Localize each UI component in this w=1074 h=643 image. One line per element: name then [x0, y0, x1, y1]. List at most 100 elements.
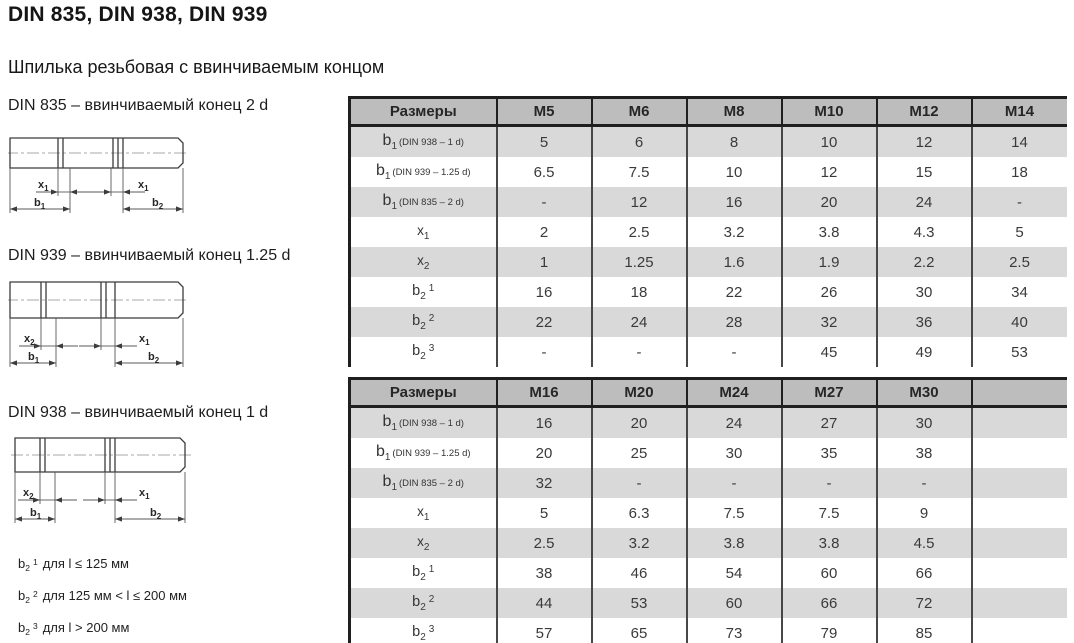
table-cell: -: [970, 187, 1067, 217]
table-cell: 73: [685, 618, 782, 643]
table-cell: 18: [970, 157, 1067, 187]
dim-label-b1: b1: [34, 197, 46, 211]
table-cell: 44: [495, 588, 592, 618]
column-header: M8: [685, 96, 782, 127]
page-subtitle: Шпилька резьбовая с ввинчиваемым концом: [8, 57, 385, 77]
table-cell: [970, 588, 1067, 618]
table-cell: 65: [590, 618, 687, 643]
table-cell: 4.5: [875, 528, 972, 558]
table-row: b23 57 65 73 79 85: [348, 618, 1067, 643]
table-cell: 32: [495, 468, 592, 498]
footnote-b2-1: b21 для l ≤ 125 мм: [18, 556, 129, 573]
table-cell: 3.2: [685, 217, 782, 247]
table-row: b21 16 18 22 26 30 34: [348, 277, 1067, 307]
dimension-lines: [9, 168, 184, 213]
table-cell: 53: [590, 588, 687, 618]
table-cell: 18: [590, 277, 687, 307]
column-header: M10: [780, 96, 877, 127]
table-cell: 28: [685, 307, 782, 337]
dimensions-table-m5-m14: Размеры M5 M6 M8 M10 M12 M14 b1 (DIN 938 …: [348, 96, 1067, 367]
table-cell: 10: [685, 157, 782, 187]
table-row: b1 (DIN 939 – 1.25 d) 6.5 7.5 10 12 15 18: [348, 157, 1067, 187]
table-cell: [970, 468, 1067, 498]
table-cell: 6: [590, 125, 687, 157]
table-cell: 85: [875, 618, 972, 643]
din835-drawing: x1 x1 b1 b2: [8, 137, 189, 213]
table-cell: 20: [590, 406, 687, 438]
table-cell: 16: [495, 277, 592, 307]
table-cell: -: [875, 468, 972, 498]
column-header: M6: [590, 96, 687, 127]
dim-label-b1: b1: [28, 351, 40, 365]
table-row: b1 (DIN 835 – 2 d) - 12 16 20 24 -: [348, 187, 1067, 217]
table-cell: 46: [590, 558, 687, 588]
table-row: x2 2.5 3.2 3.8 3.8 4.5: [348, 528, 1067, 558]
table-cell: 30: [875, 406, 972, 438]
table-row: b1 (DIN 939 – 1.25 d) 20 25 30 35 38: [348, 438, 1067, 468]
table-cell: 26: [780, 277, 877, 307]
table-cell: [970, 618, 1067, 643]
table-cell: 1.25: [590, 247, 687, 277]
table-cell: 54: [685, 558, 782, 588]
dim-label-b1: b1: [30, 507, 42, 521]
dim-label-x1: x1: [139, 487, 150, 501]
dim-label-x1: x1: [139, 333, 150, 347]
table-cell: 24: [875, 187, 972, 217]
table-row: b21 38 46 54 60 66: [348, 558, 1067, 588]
column-header: Размеры: [348, 96, 497, 127]
row-label: x2: [348, 528, 497, 558]
dimension-lines: [9, 318, 184, 367]
table-cell: 25: [590, 438, 687, 468]
row-label: b23: [348, 337, 497, 367]
table-cell: 49: [875, 337, 972, 367]
table-cell: 2: [495, 217, 592, 247]
table-cell: [970, 406, 1067, 438]
table-cell: 40: [970, 307, 1067, 337]
table-cell: 30: [875, 277, 972, 307]
din939-drawing: x2 x1 b1 b2: [8, 281, 189, 367]
header-row: Размеры M5 M6 M8 M10 M12 M14: [348, 96, 1067, 127]
table-row: x1 2 2.5 3.2 3.8 4.3 5: [348, 217, 1067, 247]
dim-label-b2: b2: [150, 507, 162, 521]
table-cell: 16: [495, 406, 592, 438]
row-label: b23: [348, 618, 497, 643]
table-cell: 7.5: [780, 498, 877, 528]
table-cell: 7.5: [685, 498, 782, 528]
table-cell: 9: [875, 498, 972, 528]
table-cell: 60: [685, 588, 782, 618]
column-header: [970, 377, 1067, 408]
table-cell: 20: [780, 187, 877, 217]
table-cell: 14: [970, 125, 1067, 157]
stud-body: [8, 137, 189, 169]
table-cell: 38: [495, 558, 592, 588]
table-cell: 27: [780, 406, 877, 438]
column-header: M16: [495, 377, 592, 408]
table-cell: 22: [495, 307, 592, 337]
din835-caption: DIN 835 – ввинчиваемый конец 2 d: [8, 97, 269, 114]
table-cell: 3.2: [590, 528, 687, 558]
table-row: b1 (DIN 938 – 1 d) 5 6 8 10 12 14: [348, 125, 1067, 157]
table-cell: 60: [780, 558, 877, 588]
table-row: b1 (DIN 835 – 2 d) 32 - - - -: [348, 468, 1067, 498]
din938-caption: DIN 938 – ввинчиваемый конец 1 d: [8, 404, 269, 421]
table-cell: 35: [780, 438, 877, 468]
table-cell: 2.5: [590, 217, 687, 247]
column-header: M27: [780, 377, 877, 408]
table-cell: 45: [780, 337, 877, 367]
table-cell: -: [590, 468, 687, 498]
table-cell: 24: [685, 406, 782, 438]
table-cell: 3.8: [685, 528, 782, 558]
table-cell: [970, 558, 1067, 588]
table-cell: 66: [875, 558, 972, 588]
table-cell: 1.6: [685, 247, 782, 277]
row-label: b1 (DIN 938 – 1 d): [348, 406, 497, 438]
stud-body: [8, 281, 189, 319]
table-cell: 6.5: [495, 157, 592, 187]
table-cell: 24: [590, 307, 687, 337]
table-cell: 3.8: [780, 217, 877, 247]
table-cell: 1: [495, 247, 592, 277]
row-label: b21: [348, 277, 497, 307]
table-cell: 79: [780, 618, 877, 643]
column-header: M14: [970, 96, 1067, 127]
table-cell: 32: [780, 307, 877, 337]
